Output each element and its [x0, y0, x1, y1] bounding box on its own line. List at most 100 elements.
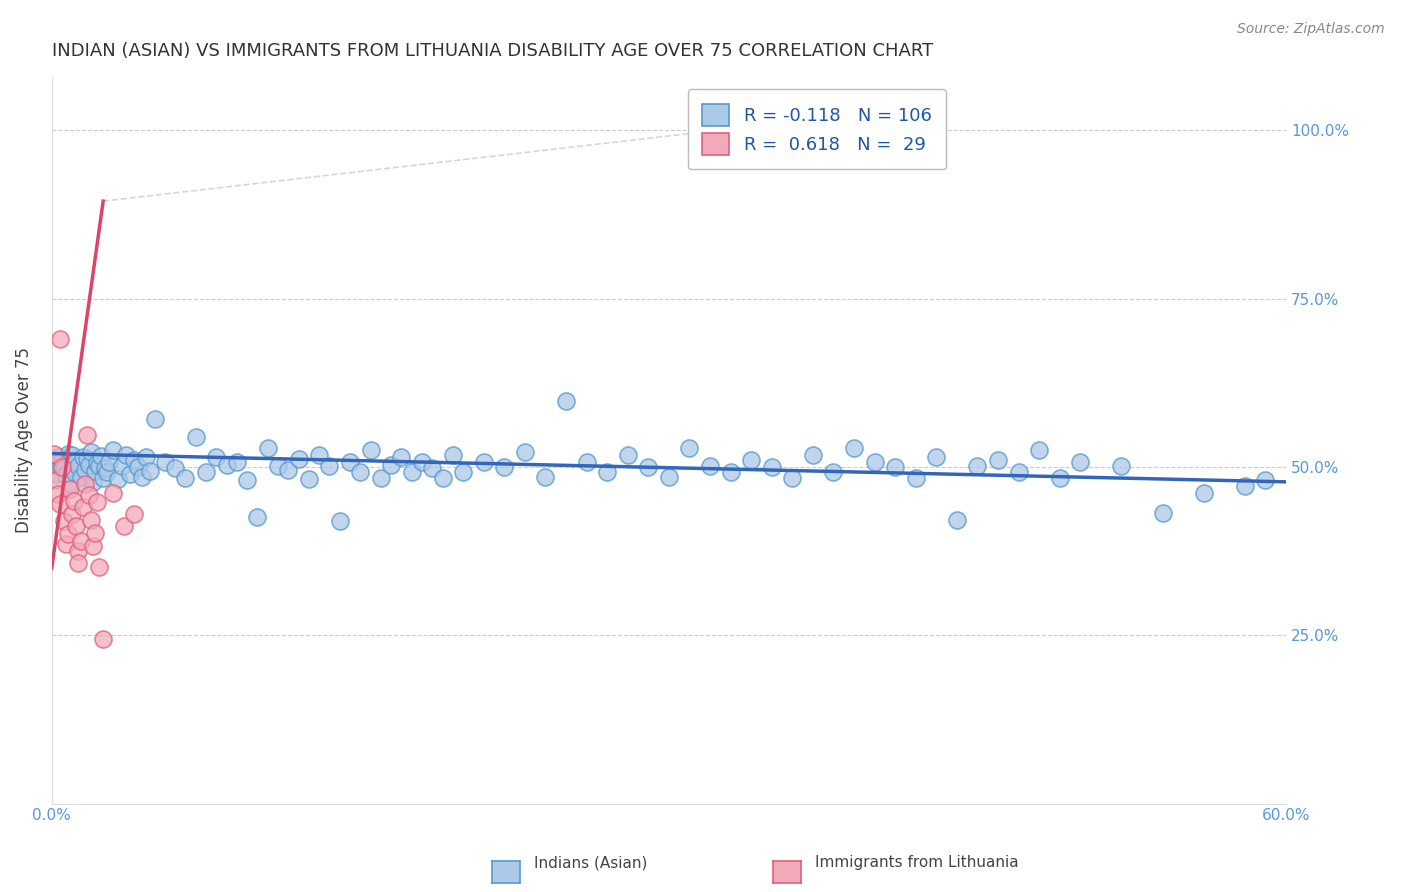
Point [59, 482, 82, 496]
Point [575, 455, 598, 469]
Point [49, 332, 72, 346]
Point [1049, 471, 1071, 485]
Point [195, 466, 218, 480]
Point [360, 443, 382, 458]
Point [1233, 479, 1256, 493]
Point [513, 445, 536, 459]
Point [49, 497, 72, 511]
Legend: R = -0.118   N = 106, R =  0.618   N =  29: R = -0.118 N = 106, R = 0.618 N = 29 [688, 89, 946, 169]
Point [1028, 443, 1050, 458]
Point [153, 455, 176, 469]
Point [472, 455, 495, 469]
Point [401, 466, 423, 480]
Point [863, 455, 886, 469]
Point [215, 458, 238, 472]
Point [287, 452, 309, 467]
Point [823, 466, 845, 480]
Point [534, 470, 557, 484]
Point [84, 464, 107, 478]
Point [103, 485, 125, 500]
Point [87, 559, 110, 574]
Point [86, 495, 108, 509]
Point [80, 445, 103, 459]
Point [55, 537, 77, 551]
Point [73, 476, 96, 491]
Point [318, 458, 340, 473]
Point [58, 446, 80, 460]
Point [65, 455, 87, 469]
Point [82, 540, 104, 554]
Point [637, 460, 659, 475]
Point [84, 526, 107, 541]
Point [112, 519, 135, 533]
Point [80, 512, 103, 526]
Point [82, 475, 104, 489]
Point [53, 514, 76, 528]
Point [45, 474, 67, 488]
Point [127, 460, 149, 475]
Point [122, 453, 145, 467]
Point [904, 471, 927, 485]
Point [86, 456, 108, 470]
Point [46, 487, 69, 501]
Point [73, 463, 96, 477]
Point [63, 466, 86, 480]
Point [616, 448, 638, 462]
Point [91, 632, 114, 647]
Point [60, 448, 83, 462]
Point [65, 519, 87, 533]
Point [67, 556, 90, 570]
Point [1111, 458, 1133, 473]
Point [51, 453, 73, 467]
Point [441, 448, 464, 462]
Point [143, 411, 166, 425]
Point [946, 513, 969, 527]
Point [94, 460, 117, 475]
Point [267, 458, 290, 473]
Text: Immigrants from Lithuania: Immigrants from Lithuania [815, 855, 1019, 870]
Point [139, 464, 162, 478]
Point [380, 458, 402, 472]
Point [555, 394, 578, 409]
Point [720, 466, 742, 480]
Point [111, 458, 134, 473]
Point [658, 470, 681, 484]
Point [76, 427, 98, 442]
Point [107, 472, 129, 486]
Point [59, 476, 82, 491]
Point [596, 465, 619, 479]
Point [45, 467, 67, 481]
Text: Indians (Asian): Indians (Asian) [534, 855, 648, 870]
Point [46, 450, 69, 464]
Point [256, 441, 278, 455]
Point [277, 463, 299, 477]
Point [494, 460, 516, 475]
Point [96, 465, 118, 479]
Point [184, 430, 207, 444]
Point [60, 507, 83, 521]
Point [114, 448, 136, 462]
Point [205, 450, 228, 464]
Point [76, 452, 98, 467]
Point [122, 507, 145, 521]
Point [63, 493, 86, 508]
Point [72, 500, 94, 515]
Point [90, 450, 112, 464]
Point [329, 514, 352, 528]
Point [780, 471, 803, 485]
Point [49, 460, 72, 475]
Point [432, 471, 454, 485]
Point [298, 472, 321, 486]
Point [53, 461, 76, 475]
Point [1192, 485, 1215, 500]
Point [58, 527, 80, 541]
Point [51, 460, 73, 475]
Point [77, 458, 100, 472]
Point [1069, 455, 1091, 469]
Point [925, 450, 948, 464]
Point [1007, 466, 1029, 480]
Point [225, 455, 247, 469]
Point [67, 458, 90, 473]
Point [87, 459, 110, 474]
Point [55, 468, 77, 483]
